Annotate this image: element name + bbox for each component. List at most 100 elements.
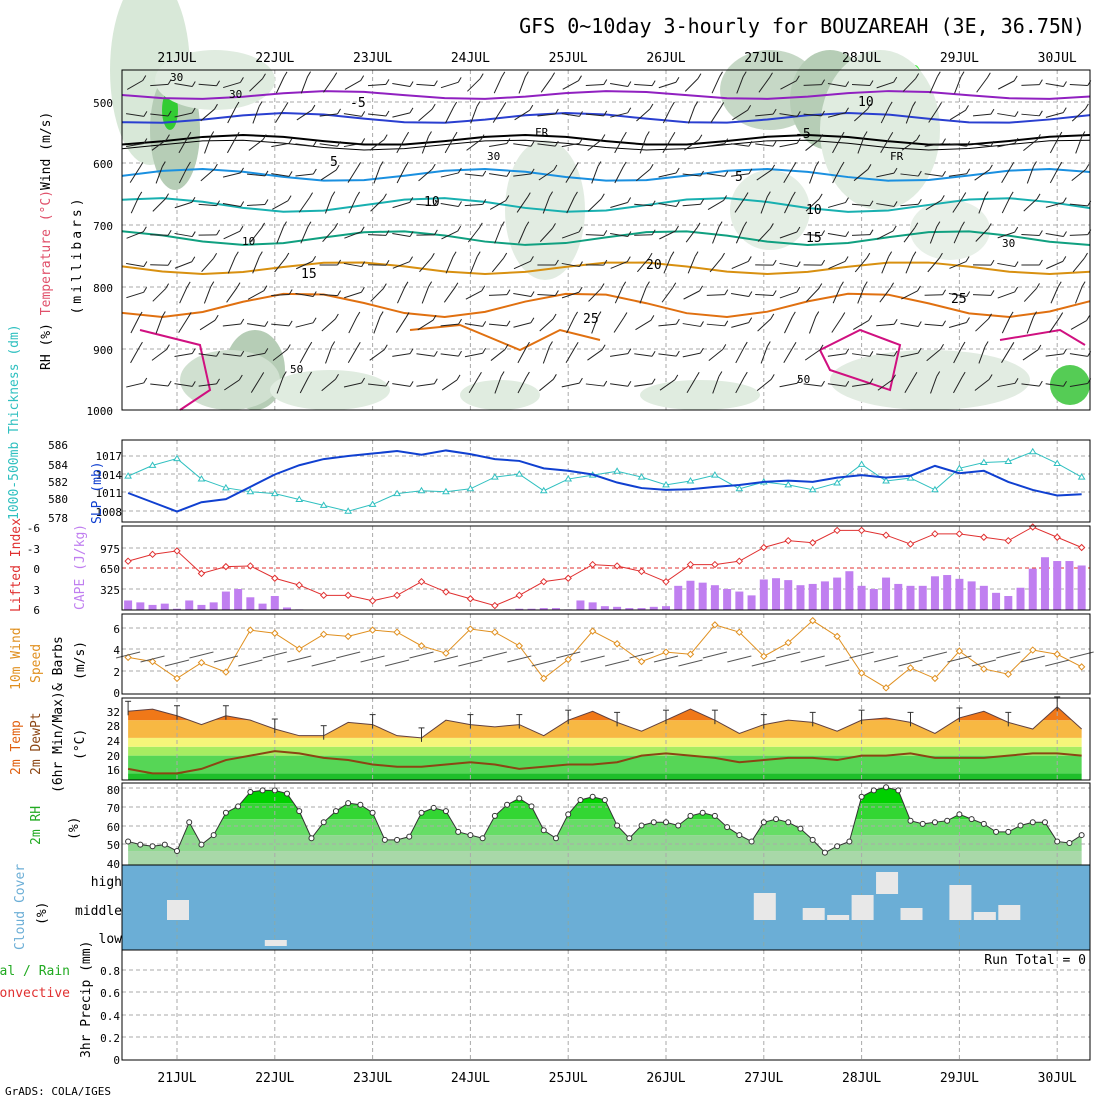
wind10-barb bbox=[678, 659, 703, 667]
wind10-ticks: 6 4 2 0 bbox=[113, 623, 120, 700]
thickness-marker bbox=[319, 501, 328, 508]
wind-barb-flag bbox=[844, 256, 849, 262]
wind-barb-flag bbox=[264, 321, 269, 327]
wind-barb bbox=[972, 294, 992, 296]
wind-barb-flag bbox=[984, 341, 989, 347]
wind-barb-flag bbox=[283, 221, 287, 227]
date-label-bottom: 22JUL bbox=[255, 1071, 294, 1086]
wind-barb bbox=[513, 173, 532, 177]
wind-barb-flag bbox=[239, 225, 244, 232]
wind-barb-flag bbox=[552, 313, 557, 320]
wind-barb bbox=[295, 173, 314, 177]
wind-barb-flag bbox=[524, 71, 529, 77]
wind-barb bbox=[614, 166, 624, 184]
lifted-index-marker bbox=[1004, 536, 1013, 545]
wind-barb-flag bbox=[143, 377, 148, 384]
cape-bar bbox=[992, 592, 1001, 610]
wind-barb-flag bbox=[452, 251, 457, 257]
wind-barb bbox=[658, 323, 677, 327]
wind-barb-flag bbox=[191, 81, 196, 87]
precip-label-a: Total / Rain bbox=[0, 964, 70, 979]
wind-barb-flag bbox=[165, 193, 169, 199]
rh-2m-marker bbox=[540, 827, 547, 834]
thickness-marker bbox=[857, 460, 866, 467]
wind-barb bbox=[735, 376, 745, 394]
tick-500: 500 bbox=[93, 97, 113, 110]
wind10-barb bbox=[898, 659, 923, 667]
date-label-top: 21JUL bbox=[157, 51, 196, 66]
cloud-bar bbox=[851, 895, 874, 920]
cloud-bar bbox=[264, 940, 287, 946]
wind-barb bbox=[803, 383, 822, 387]
wind-barb bbox=[928, 107, 939, 123]
cape-bar bbox=[820, 581, 829, 610]
wind-barb-flag bbox=[770, 313, 775, 320]
wind-barb-flag bbox=[505, 195, 510, 201]
lifted-index-marker bbox=[613, 562, 621, 570]
thickness-label: 1000-500mb Thickness (dm) bbox=[7, 324, 22, 520]
cape-tick: 650 bbox=[100, 563, 120, 576]
wind-barb-flag bbox=[940, 195, 945, 201]
wind-barb bbox=[585, 234, 604, 236]
wind-barb bbox=[373, 166, 381, 184]
wind-barb bbox=[343, 113, 362, 117]
wind-barb-flag bbox=[385, 79, 390, 85]
wind-barb-flag bbox=[409, 81, 414, 87]
wind-barb bbox=[827, 383, 846, 387]
wind-barb bbox=[686, 376, 697, 394]
cape-bar bbox=[723, 589, 732, 610]
wind-barb-flag bbox=[986, 72, 991, 79]
wind-barb-flag bbox=[216, 229, 221, 236]
rh-2m-marker bbox=[357, 801, 364, 808]
rh-shading bbox=[460, 380, 540, 410]
wind-barb-flag bbox=[724, 320, 729, 327]
wind-barb bbox=[827, 202, 846, 208]
wind-barb-flag bbox=[383, 193, 387, 199]
wind-barb-flag bbox=[845, 231, 850, 237]
rh-2m-marker bbox=[1005, 828, 1012, 835]
lifted-index-marker bbox=[906, 540, 915, 548]
wind-barb-flag bbox=[626, 256, 631, 262]
wind-barb bbox=[489, 173, 507, 177]
wind-barb bbox=[879, 287, 892, 303]
wind-barb bbox=[707, 200, 724, 210]
wind-barb bbox=[126, 80, 144, 90]
cape-bar bbox=[869, 589, 878, 610]
cape-bar bbox=[955, 578, 964, 610]
wind-barb bbox=[324, 196, 333, 214]
temp-contour-25 bbox=[121, 292, 1091, 318]
cape-bar bbox=[185, 600, 194, 610]
wind-barb-flag bbox=[696, 222, 701, 229]
wind-barb-flag bbox=[772, 108, 777, 115]
wind-barb bbox=[710, 107, 722, 123]
wind-barb-flag bbox=[821, 230, 826, 236]
wind-barb-flag bbox=[869, 200, 874, 207]
wind-barb-flag bbox=[772, 140, 777, 147]
cloud-high: high bbox=[91, 875, 122, 890]
wind-barb-flag bbox=[214, 103, 218, 110]
wind-barb-flag bbox=[1038, 380, 1043, 387]
wind-barb-flag bbox=[482, 348, 487, 354]
lifted-index-marker bbox=[588, 560, 597, 569]
wind-barb bbox=[756, 169, 772, 181]
wind-barb bbox=[441, 230, 458, 240]
contour-label: 5 bbox=[330, 155, 338, 170]
wind-barb-flag bbox=[433, 80, 438, 86]
temp-band bbox=[128, 737, 1082, 747]
wind-barb bbox=[832, 136, 842, 154]
temp-band bbox=[128, 755, 1082, 774]
wind-label: Wind (m/s) bbox=[39, 112, 54, 190]
rh-shading bbox=[910, 200, 990, 260]
rh-2m-marker bbox=[687, 812, 694, 819]
wind-barb bbox=[464, 173, 483, 177]
wind-barb-flag bbox=[645, 131, 650, 137]
wind-barb bbox=[513, 322, 532, 328]
wind-barb bbox=[513, 260, 531, 270]
wind-barb-flag bbox=[744, 192, 749, 198]
wind-barb-flag bbox=[1062, 197, 1067, 203]
stability-ticks: -6 -3 0 3 6 975 650 325 bbox=[27, 522, 120, 617]
wind-barb-flag bbox=[288, 138, 293, 144]
wind-barb-flag bbox=[821, 110, 825, 117]
thickness-marker bbox=[393, 489, 401, 497]
thickness-marker bbox=[784, 480, 793, 488]
